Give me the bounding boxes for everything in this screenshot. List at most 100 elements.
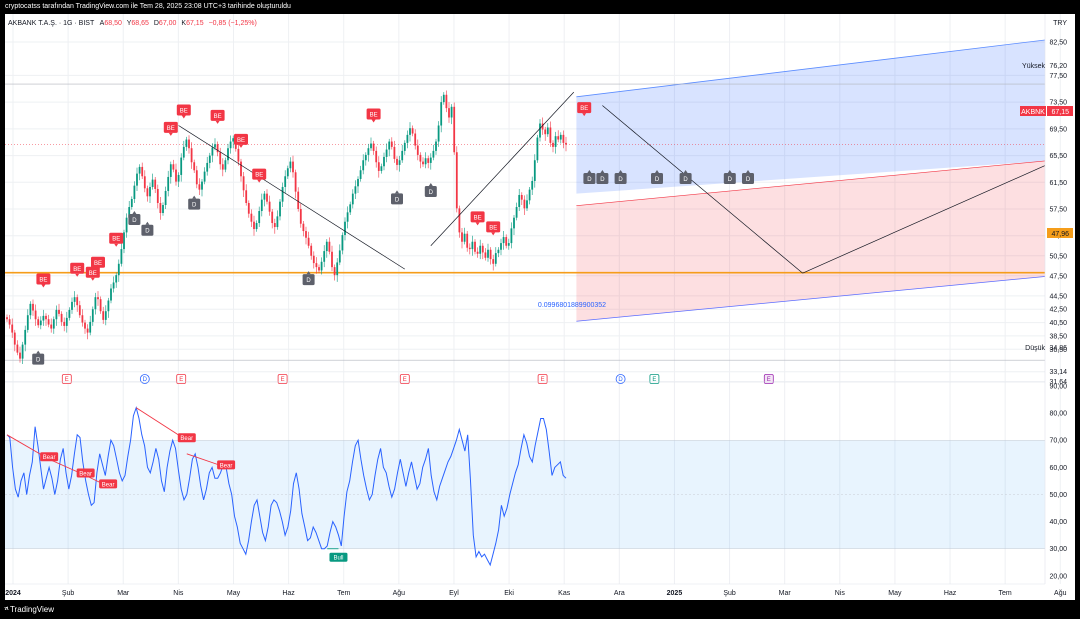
marker-badge <box>679 172 692 184</box>
candle-body <box>305 231 307 238</box>
candle-body <box>383 156 385 167</box>
marker-pointer <box>257 179 262 183</box>
marker-pointer <box>145 221 150 225</box>
divergence-label: Bear <box>43 455 56 461</box>
candle-body <box>403 142 406 151</box>
candle-body <box>297 191 300 210</box>
candle-body <box>536 137 539 161</box>
candle-body <box>201 181 203 190</box>
candle-body <box>258 211 261 224</box>
candle-body <box>429 157 432 163</box>
legend-open-label: A <box>100 20 105 27</box>
candle-body <box>424 158 427 165</box>
marker-badge <box>163 121 178 133</box>
candle-body <box>8 319 11 325</box>
divergence-badge <box>177 433 196 443</box>
candle-body <box>16 344 19 353</box>
bearish-engulfing-marker: BE <box>366 108 381 123</box>
marker-text: D <box>429 190 434 196</box>
candle-body <box>255 223 258 230</box>
candle-body <box>37 319 40 326</box>
candle-body <box>442 94 445 103</box>
candle-body <box>263 193 266 200</box>
low-value: 34,86 <box>1049 345 1067 352</box>
projection-zones <box>576 39 1046 322</box>
marker-pointer <box>306 271 311 275</box>
candle-body <box>336 262 339 276</box>
candle-body <box>414 133 417 146</box>
lower-channel-zone <box>576 160 1045 322</box>
candle-body <box>375 150 378 163</box>
candle-body <box>427 158 430 163</box>
marker-pointer <box>618 169 623 173</box>
event-badge <box>615 374 626 384</box>
price-tick-label: 69,50 <box>1049 126 1067 133</box>
time-tick-label: Mar <box>779 590 792 597</box>
marker-pointer <box>587 169 592 173</box>
candle-body <box>562 134 565 143</box>
candle-body <box>401 150 404 161</box>
doji-marker: D <box>128 211 141 226</box>
candle-body <box>47 319 50 325</box>
candle-body <box>515 207 518 218</box>
trend-line <box>430 91 575 246</box>
candle-body <box>286 168 289 177</box>
divergence-label: Bear <box>102 482 115 488</box>
legend-low-label: D <box>154 20 159 27</box>
divergence-label: Bear <box>180 436 193 442</box>
price-tick-label: 42,50 <box>1049 307 1067 314</box>
candle-body <box>539 123 541 138</box>
candle-body <box>107 300 110 312</box>
doji-marker: D <box>424 182 437 197</box>
rsi-pane[interactable]: Bear Bear Bear Bear Bear Bull <box>5 405 1045 567</box>
candle-body <box>520 194 523 200</box>
rsi-tick-label: 60,00 <box>1049 465 1067 472</box>
marker-badge <box>109 232 124 244</box>
marker-badge <box>141 224 154 236</box>
marker-text: D <box>192 203 197 209</box>
candle-body <box>396 158 398 165</box>
candle-body <box>354 186 357 194</box>
marker-badge <box>234 133 248 145</box>
candle-body <box>221 164 224 170</box>
time-tick-label: Mar <box>117 590 130 597</box>
projection-line <box>802 165 1046 274</box>
candle-body <box>481 245 484 253</box>
marker-text: BE <box>255 173 263 179</box>
candle-body <box>372 143 375 151</box>
candle-body <box>554 136 557 147</box>
marker-text: BE <box>89 271 97 277</box>
marker-badge <box>210 109 225 121</box>
marker-text: BE <box>474 215 482 221</box>
candle-body <box>500 243 502 250</box>
chart-canvas[interactable]: BE BE BE BE BE BE BE BE BE BE BE BE BE BE D D D D D D D D D D D D… <box>5 14 1075 600</box>
marker-pointer <box>192 195 197 199</box>
candle-body <box>177 174 180 182</box>
bearish-engulfing-marker: BE <box>163 121 178 136</box>
candle-body <box>466 233 469 248</box>
candle-body <box>458 208 461 233</box>
time-tick-label: Nis <box>173 590 184 597</box>
trend-lines[interactable] <box>178 91 1046 274</box>
event-text: E <box>65 377 69 383</box>
candle-body <box>497 249 500 254</box>
candle-body <box>346 212 349 222</box>
candle-body <box>136 173 138 186</box>
candle-body <box>216 144 219 153</box>
marker-text: D <box>728 177 733 183</box>
marker-badge <box>36 273 51 285</box>
marker-text: D <box>655 177 660 183</box>
candle-body <box>271 211 274 224</box>
marker-pointer <box>491 232 496 236</box>
divergence-badge <box>99 479 118 489</box>
price-tick-label: 31,64 <box>1049 379 1067 386</box>
marker-pointer <box>239 144 243 148</box>
bearish-engulfing-marker: BE <box>210 109 225 124</box>
marker-text: BE <box>370 112 378 118</box>
rsi-line <box>6 405 567 567</box>
candle-body <box>312 255 315 264</box>
event-badge <box>61 374 72 384</box>
candle-body <box>224 160 227 170</box>
